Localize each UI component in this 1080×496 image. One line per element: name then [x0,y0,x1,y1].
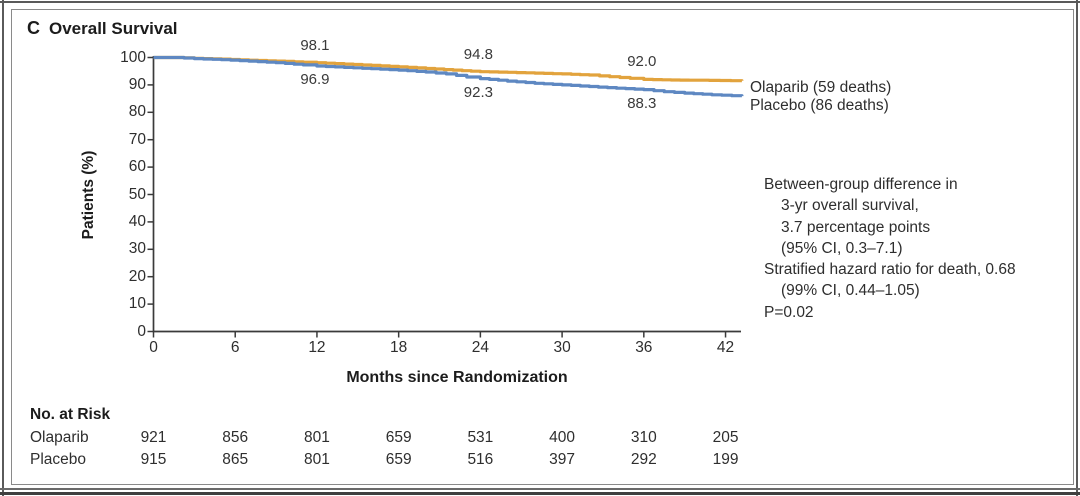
x-tick-label: 42 [716,339,735,356]
value-label-olaparib: 92.0 [627,53,657,71]
risk-count: 205 [712,429,739,446]
risk-count: 915 [140,451,167,468]
y-tick-label: 70 [128,130,146,148]
x-tick-label: 6 [230,339,240,356]
value-label-placebo: 92.3 [463,83,493,101]
y-tick-label: 60 [128,158,146,176]
value-label-placebo: 88.3 [627,94,657,112]
y-tick-label: 80 [128,103,146,121]
risk-count: 516 [467,451,494,468]
risk-row-label: Placebo [30,451,87,468]
legend-olaparib: Olaparib (59 deaths) [750,79,892,96]
value-label-olaparib: 98.1 [300,36,330,54]
y-tick-label: 50 [128,185,146,203]
panel-title: C Overall Survival [27,18,178,39]
risk-table-header: No. at Risk [30,406,111,423]
panel-title-text: Overall Survival [49,19,178,38]
y-tick-label: 100 [120,48,146,66]
x-tick-label: 18 [390,339,408,356]
risk-count: 199 [712,451,739,468]
page-frame-bottom-rule-2 [0,492,1080,495]
annotation-line: 3.7 percentage points [781,218,931,236]
risk-count: 659 [385,429,412,446]
km-curve-placebo [153,55,744,98]
risk-count: 856 [222,429,249,446]
page-frame-top-rule [0,1,1080,3]
annotation-line: Stratified hazard ratio for death, 0.68 [764,261,1016,279]
y-tick-label: 0 [137,322,146,340]
y-tick-label: 40 [128,212,146,230]
annotation-line: 3-yr overall survival, [781,197,919,215]
x-axis-title: Months since Randomization [346,369,568,386]
risk-row-label: Olaparib [30,429,89,446]
x-tick-label: 30 [553,339,571,356]
risk-count: 397 [549,451,576,468]
risk-count: 659 [385,451,412,468]
x-tick-label: 36 [635,339,653,356]
value-label-olaparib: 94.8 [463,45,493,63]
y-tick-label: 10 [128,295,146,313]
risk-count: 292 [630,451,657,468]
risk-count: 921 [140,429,167,446]
y-tick-label: 90 [128,75,146,93]
annotation-line: (99% CI, 0.44–1.05) [781,282,920,300]
y-tick-label: 30 [128,240,146,258]
risk-count: 400 [549,429,576,446]
y-tick-label: 20 [128,267,146,285]
legend-placebo: Placebo (86 deaths) [750,97,889,114]
risk-count: 310 [630,429,657,446]
panel-letter: C [27,18,40,38]
annotation-line: (95% CI, 0.3–7.1) [781,239,903,257]
panel-border-box [11,9,1074,485]
page-frame-bottom-rule [0,488,1080,490]
risk-count: 531 [467,429,494,446]
risk-count: 865 [222,451,249,468]
annotation-line: Between-group difference in [764,176,958,193]
risk-count: 801 [304,451,330,468]
page-frame-right-rule [1076,0,1078,496]
page-frame-left-rule [2,0,4,496]
value-label-placebo: 96.9 [300,70,330,88]
x-tick-label: 0 [149,339,158,356]
annotation-line: P=0.02 [764,303,814,321]
x-tick-label: 12 [308,339,326,356]
statistics-annotation: Between-group difference in 3-yr overall … [764,174,1016,323]
risk-count: 801 [304,429,330,446]
x-tick-label: 24 [471,339,489,356]
